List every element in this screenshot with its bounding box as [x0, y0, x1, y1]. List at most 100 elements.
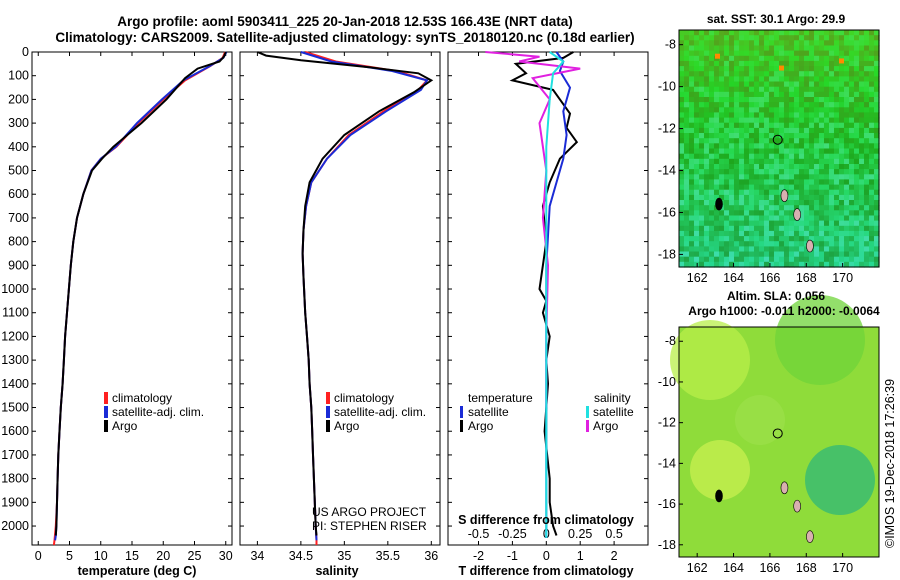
- sst-cell: [789, 210, 795, 217]
- sst-cell: [684, 210, 690, 217]
- sst-cell: [849, 66, 855, 72]
- sst-cell: [789, 97, 795, 103]
- sst-cell: [679, 158, 685, 165]
- sst-cell: [769, 236, 775, 242]
- sst-cell: [739, 97, 745, 103]
- sst-cell: [844, 189, 850, 196]
- sst-cell: [849, 138, 855, 144]
- sst-cell: [804, 251, 810, 258]
- sst-cell: [729, 60, 735, 67]
- sst-cell: [864, 189, 870, 196]
- sst-cell: [839, 122, 845, 129]
- sst-cell: [809, 179, 815, 186]
- sst-cell: [794, 60, 800, 67]
- sst-cell: [709, 174, 715, 181]
- sst-cell: [829, 194, 835, 201]
- sst-cell: [769, 50, 775, 57]
- sst-cell: [719, 230, 725, 237]
- sst-cell: [754, 122, 760, 129]
- sst-cell: [694, 179, 700, 186]
- sst-cell: [874, 230, 880, 237]
- sst-cell: [704, 230, 710, 237]
- sst-cell: [729, 55, 735, 62]
- sst-cell: [819, 102, 825, 108]
- sst-cell: [679, 117, 685, 124]
- sst-cell: [724, 174, 730, 181]
- sst-cell: [824, 127, 830, 134]
- sst-cell: [814, 210, 820, 217]
- sst-cell: [699, 45, 705, 52]
- sst-cell: [699, 122, 705, 129]
- sst-cell: [744, 91, 750, 98]
- sst-cell: [694, 184, 700, 191]
- sst-cell: [854, 107, 860, 114]
- salinity-panel: 34 34.5 35 35.5 36: [239, 51, 441, 563]
- sst-cell: [764, 261, 770, 268]
- sst-cell: [769, 107, 775, 114]
- sst-cell: [689, 194, 695, 201]
- sst-cell: [689, 205, 695, 211]
- sst-cell: [689, 66, 695, 72]
- sst-cell: [799, 66, 805, 72]
- sst-cell: [709, 194, 715, 201]
- sst-cell: [789, 45, 795, 52]
- x-tick-label: 2: [611, 549, 618, 563]
- sst-cell: [694, 66, 700, 72]
- sst-cell: [799, 179, 805, 186]
- legend-swatch-s-argo: [586, 420, 589, 432]
- sst-cell: [859, 220, 865, 227]
- x-tick-label: 1: [577, 549, 584, 563]
- sst-cell: [719, 45, 725, 52]
- sst-cell: [819, 45, 825, 52]
- legend-swatch-satellite: [326, 406, 330, 418]
- sst-cell: [774, 127, 780, 134]
- sst-cell: [824, 251, 830, 258]
- sst-cell: [749, 225, 755, 232]
- x-tick-label: 164: [723, 561, 744, 575]
- sst-cell: [854, 174, 860, 181]
- sst-cell: [764, 117, 770, 124]
- y-tick-label: 1400: [1, 377, 29, 391]
- sst-cell: [799, 164, 805, 170]
- sst-cell: [824, 112, 830, 119]
- sst-cell: [829, 174, 835, 181]
- sst-cell: [779, 133, 785, 139]
- sst-cell: [794, 91, 800, 98]
- sst-cell: [694, 230, 700, 237]
- sst-cell: [744, 45, 750, 52]
- sst-cell: [694, 45, 700, 52]
- sst-cell: [769, 200, 775, 206]
- sst-cell: [864, 164, 870, 170]
- sst-cell: [764, 164, 770, 170]
- sst-cell: [804, 215, 810, 222]
- sst-cell: [679, 169, 685, 175]
- sst-cell: [784, 107, 790, 114]
- sst-cell: [694, 81, 700, 88]
- sst-cell: [839, 86, 845, 93]
- sst-cell: [679, 215, 685, 222]
- sst-cell: [809, 107, 815, 114]
- sst-cell: [789, 133, 795, 139]
- sst-cell: [679, 205, 685, 211]
- sst-cell: [739, 241, 745, 247]
- sst-cell: [709, 66, 715, 72]
- sst-cell: [709, 169, 715, 175]
- sst-cell: [839, 153, 845, 160]
- sst-cell: [794, 30, 800, 36]
- sst-cell: [829, 241, 835, 247]
- sst-cell: [719, 174, 725, 181]
- sst-cell: [819, 184, 825, 191]
- sst-cell: [874, 97, 880, 103]
- sst-cell: [739, 81, 745, 88]
- sst-cell: [734, 174, 740, 181]
- sst-cell: [859, 143, 865, 150]
- sst-cell: [709, 230, 715, 237]
- sst-cell: [749, 127, 755, 134]
- sst-cell: [754, 169, 760, 175]
- sst-cell: [744, 76, 750, 83]
- sst-cell: [824, 261, 830, 268]
- sst-cell: [774, 194, 780, 201]
- sst-cell: [749, 200, 755, 206]
- sst-cell: [749, 261, 755, 268]
- sst-cell: [769, 55, 775, 62]
